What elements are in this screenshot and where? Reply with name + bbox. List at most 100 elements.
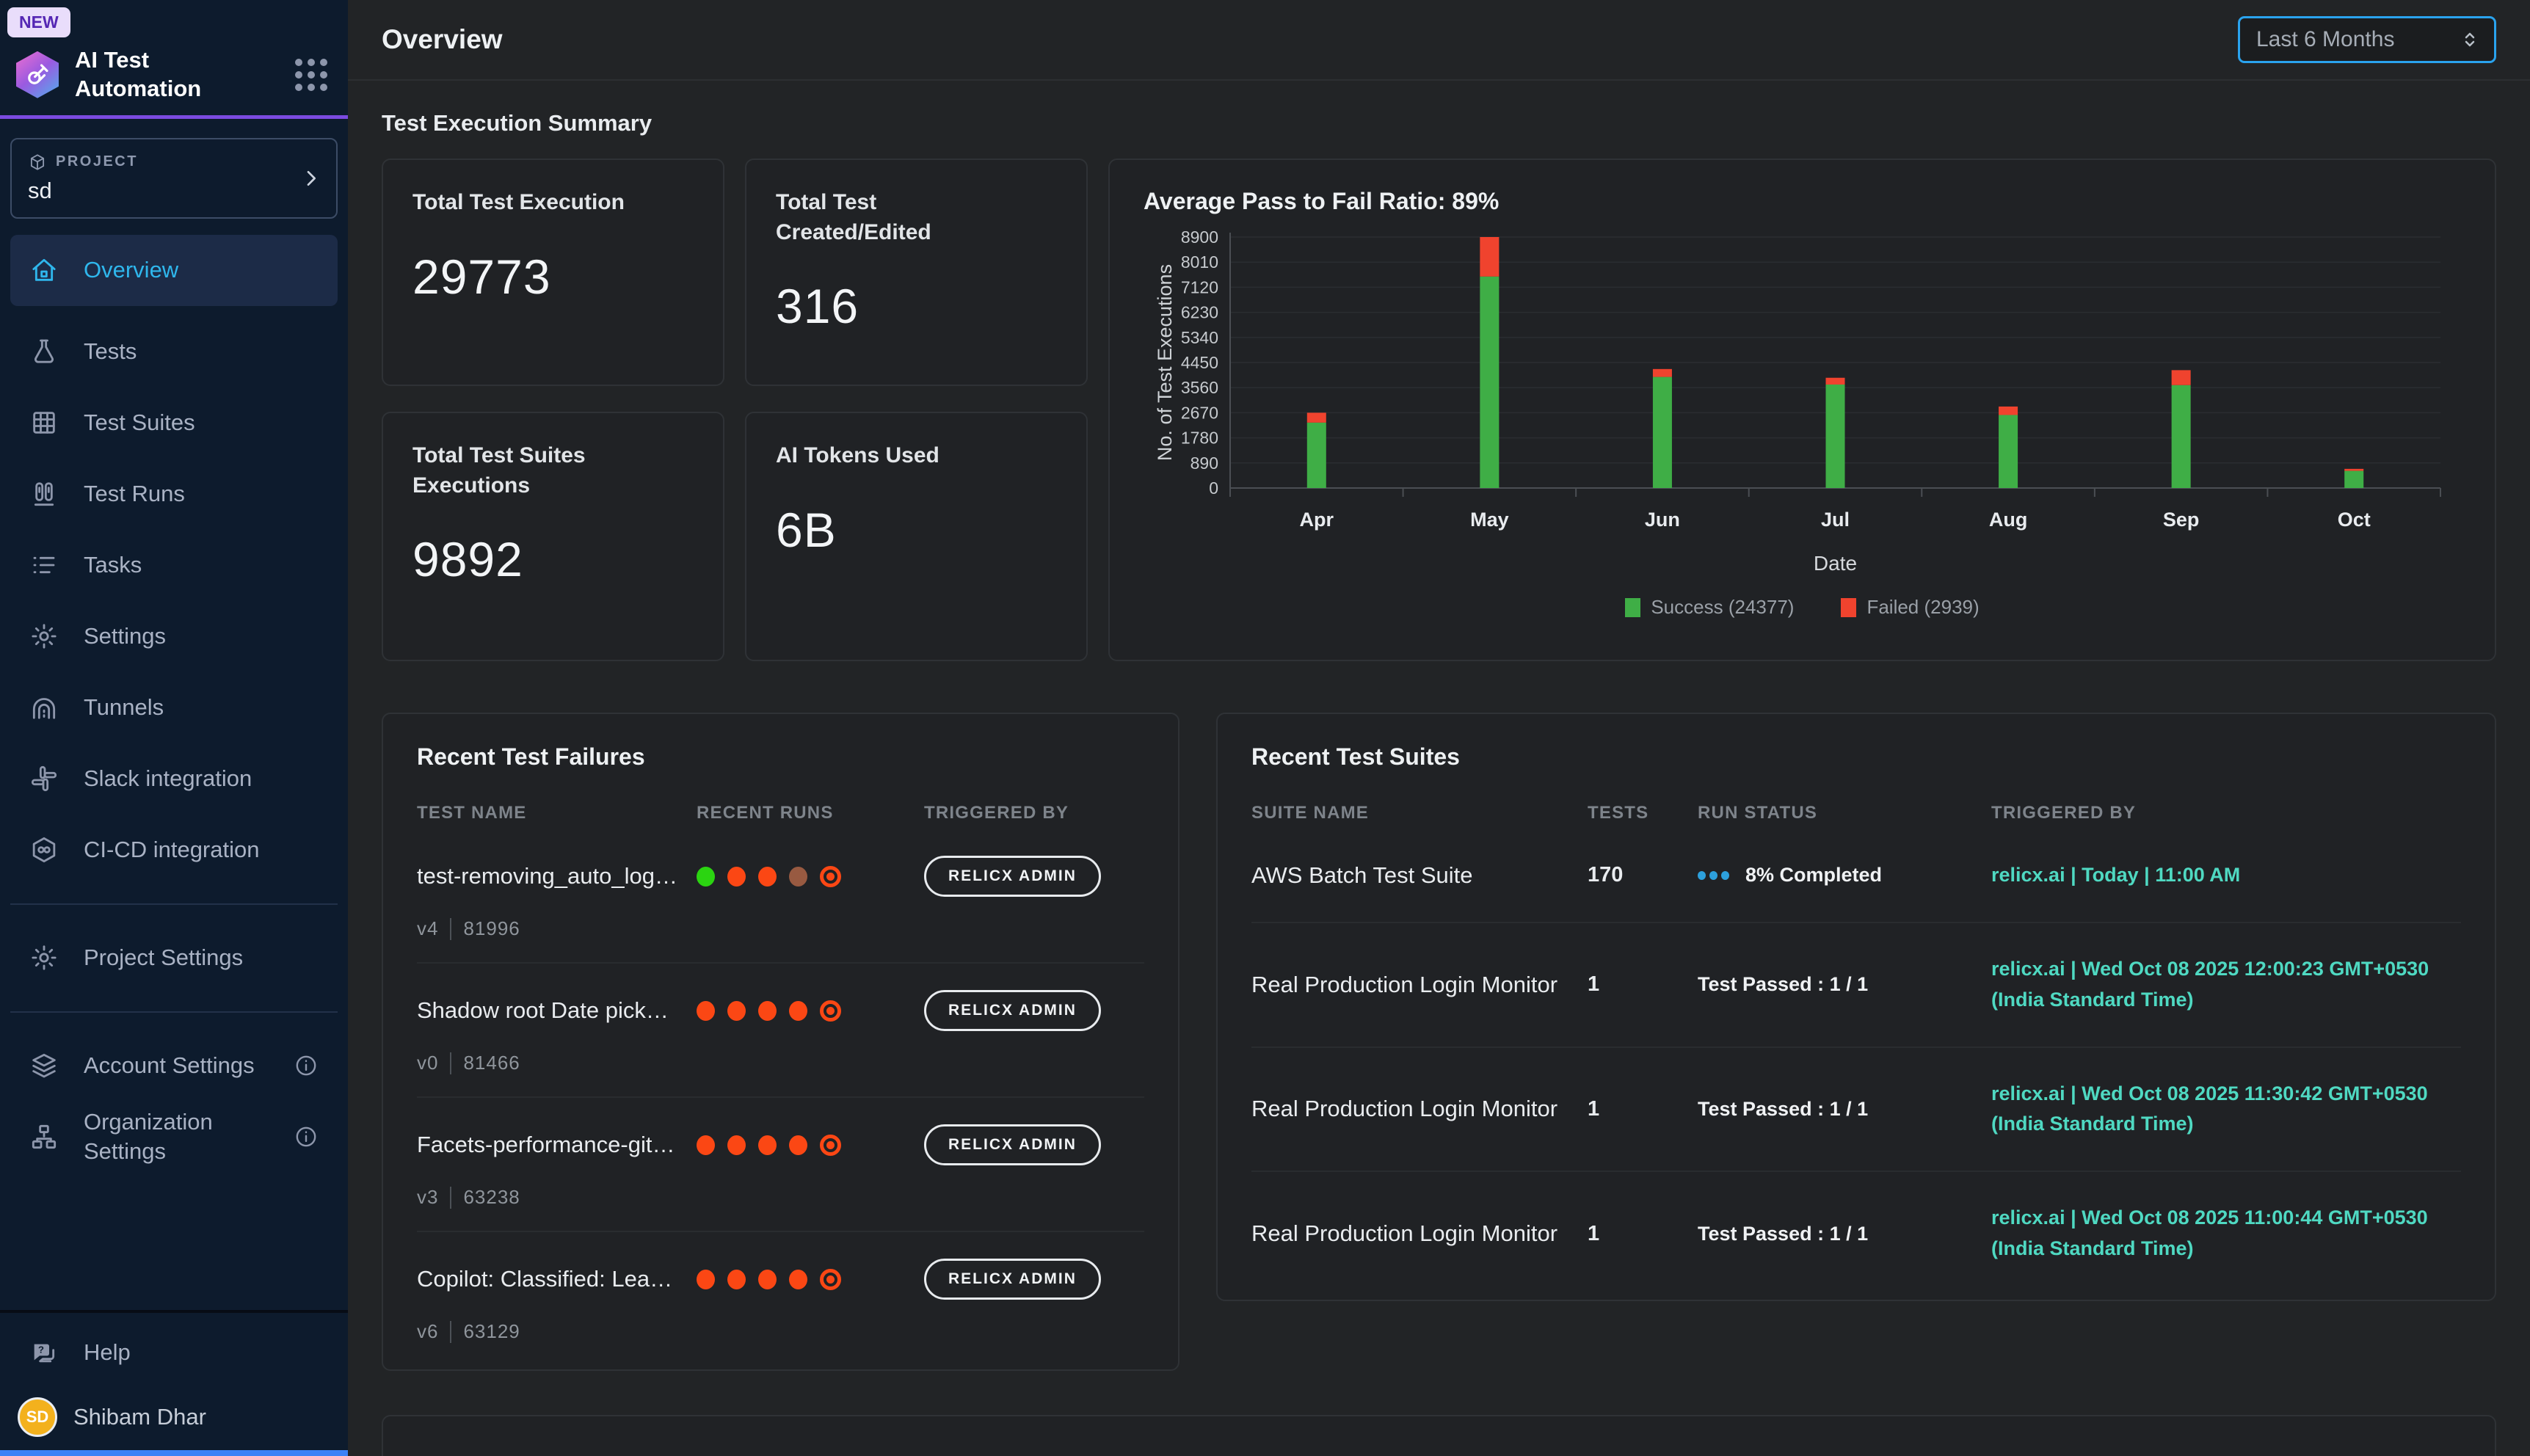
info-icon[interactable] [294, 1124, 319, 1149]
test-name[interactable]: Copilot: Classified: Leave... [417, 1266, 697, 1292]
stat-value: 6B [776, 502, 1057, 558]
run-dot-failed-icon[interactable] [697, 1135, 715, 1155]
run-dot-failed-icon[interactable] [758, 1135, 777, 1155]
sidebar-divider [10, 903, 338, 905]
test-version: v6 [417, 1320, 438, 1343]
apps-grid-icon[interactable] [295, 59, 327, 91]
run-dot-failed-icon[interactable] [727, 867, 746, 887]
suites-header: SUITE NAME TESTS RUN STATUS TRIGGERED BY [1251, 803, 2461, 829]
suite-name[interactable]: AWS Batch Test Suite [1251, 862, 1588, 889]
sidebar-item-label: Account Settings [84, 1051, 255, 1080]
sidebar-item-organization-settings[interactable]: Organization Settings [10, 1102, 338, 1173]
sidebar-item-label: Overview [84, 255, 178, 285]
app-title: AI Test Automation [75, 46, 222, 103]
project-selector[interactable]: PROJECT sd [10, 138, 338, 219]
cicd-icon [29, 835, 59, 864]
failures-title: Recent Test Failures [417, 743, 1144, 771]
info-icon[interactable] [294, 1053, 319, 1078]
run-dot-failed-icon[interactable] [727, 1001, 746, 1021]
latest-run-indicator-icon[interactable] [820, 1135, 841, 1156]
suite-triggered-by[interactable]: relicx.ai | Wed Oct 08 2025 11:00:44 GMT… [1991, 1203, 2461, 1264]
suite-name[interactable]: Real Production Login Monitor [1251, 972, 1588, 998]
stat-label: Total Test Execution [412, 188, 662, 218]
pass-fail-chart[interactable]: 0890178026703560445053406230712080108900… [1144, 225, 2461, 596]
run-dot-failed-icon[interactable] [697, 1001, 715, 1021]
run-dot-failed-icon[interactable] [758, 1001, 777, 1021]
time-range-select[interactable]: Last 6 Months [2238, 16, 2496, 63]
run-dot-failed-icon[interactable] [697, 1270, 715, 1289]
chevron-right-icon [299, 167, 323, 190]
triggered-by-badge[interactable]: RELICX ADMIN [924, 1124, 1101, 1165]
sidebar-item-overview[interactable]: Overview [10, 235, 338, 306]
test-version: v0 [417, 1052, 438, 1074]
sidebar-item-label: Test Suites [84, 408, 195, 437]
col-suite-name: SUITE NAME [1251, 803, 1588, 823]
sidebar-item-ci-cd-integration[interactable]: CI-CD integration [10, 815, 338, 886]
user-profile[interactable]: SD Shibam Dhar [0, 1388, 348, 1456]
run-dot-failed-icon[interactable] [758, 1270, 777, 1289]
sidebar-item-test-suites[interactable]: Test Suites [10, 387, 338, 459]
chart-legend: Success (24377) Failed (2939) [1144, 596, 2461, 619]
stat-value: 29773 [412, 249, 694, 305]
svg-text:5340: 5340 [1181, 328, 1218, 347]
triggered-by-badge[interactable]: RELICX ADMIN [924, 990, 1101, 1031]
recent-runs [697, 866, 924, 887]
app-logo-icon [16, 51, 59, 98]
sidebar-item-test-runs[interactable]: Test Runs [10, 459, 338, 530]
legend-swatch-icon [1625, 598, 1640, 617]
latest-run-indicator-icon[interactable] [820, 1269, 841, 1290]
run-dot-stale-icon[interactable] [789, 867, 807, 887]
app-screen: NEW AI Test Automation PROJECT sd [0, 0, 2530, 1456]
run-dot-failed-icon[interactable] [789, 1135, 807, 1155]
bottom-highlight-strip [0, 1450, 348, 1456]
sidebar-item-account-settings[interactable]: Account Settings [10, 1030, 338, 1102]
legend-success[interactable]: Success (24377) [1625, 596, 1794, 619]
test-name[interactable]: test-removing_auto_login... [417, 863, 697, 889]
sidebar-item-help[interactable]: ? Help [10, 1317, 338, 1388]
test-name[interactable]: Facets-performance-gitla... [417, 1132, 697, 1158]
failures-header: TEST NAME RECENT RUNS TRIGGERED BY [417, 803, 1144, 829]
pass-fail-chart-card: Average Pass to Fail Ratio: 89% 08901780… [1108, 159, 2496, 661]
sidebar-item-slack-integration[interactable]: Slack integration [10, 743, 338, 815]
col-recent-runs: RECENT RUNS [697, 803, 924, 823]
sidebar-divider [10, 1011, 338, 1013]
col-triggered-by: TRIGGERED BY [1991, 803, 2461, 823]
svg-text:8900: 8900 [1181, 228, 1218, 247]
suite-triggered-by[interactable]: relicx.ai | Today | 11:00 AM [1991, 860, 2461, 891]
suite-tests-count: 1 [1588, 1097, 1698, 1121]
test-run-id: 81466 [463, 1052, 520, 1074]
run-status: Test Passed : 1 / 1 [1698, 1098, 1991, 1121]
suite-name[interactable]: Real Production Login Monitor [1251, 1220, 1588, 1247]
suite-row: AWS Batch Test Suite 170 8% Completed re… [1251, 829, 2461, 923]
svg-text:May: May [1470, 509, 1509, 531]
col-run-status: RUN STATUS [1698, 803, 1991, 823]
avatar: SD [18, 1397, 57, 1437]
test-name[interactable]: Shadow root Date picker ... [417, 997, 697, 1024]
run-dot-failed-icon[interactable] [758, 867, 777, 887]
legend-swatch-icon [1841, 598, 1856, 617]
suite-triggered-by[interactable]: relicx.ai | Wed Oct 08 2025 12:00:23 GMT… [1991, 954, 2461, 1016]
sidebar-item-settings[interactable]: Settings [10, 601, 338, 672]
suite-name[interactable]: Real Production Login Monitor [1251, 1096, 1588, 1122]
run-dot-failed-icon[interactable] [727, 1270, 746, 1289]
svg-text:8010: 8010 [1181, 252, 1218, 272]
run-dot-failed-icon[interactable] [727, 1135, 746, 1155]
suite-triggered-by[interactable]: relicx.ai | Wed Oct 08 2025 11:30:42 GMT… [1991, 1079, 2461, 1140]
latest-run-indicator-icon[interactable] [820, 1000, 841, 1022]
sidebar-item-tunnels[interactable]: Tunnels [10, 672, 338, 743]
org-icon [29, 1122, 59, 1151]
sidebar-item-tasks[interactable]: Tasks [10, 530, 338, 601]
legend-failed[interactable]: Failed (2939) [1841, 596, 1979, 619]
run-dot-failed-icon[interactable] [789, 1001, 807, 1021]
latest-run-indicator-icon[interactable] [820, 866, 841, 887]
failure-row: test-removing_auto_login... RELICX ADMIN… [417, 829, 1144, 964]
triggered-by-badge[interactable]: RELICX ADMIN [924, 856, 1101, 897]
stat-label: AI Tokens Used [776, 441, 1025, 471]
run-dot-failed-icon[interactable] [789, 1270, 807, 1289]
stat-label: Total Test Suites Executions [412, 441, 662, 500]
run-dot-success-icon[interactable] [697, 867, 715, 887]
sidebar-item-project-settings[interactable]: Project Settings [10, 922, 338, 994]
sidebar-item-tests[interactable]: Tests [10, 316, 338, 387]
documentation-card: Harness AI Test Automation Documentation… [382, 1415, 2496, 1456]
triggered-by-badge[interactable]: RELICX ADMIN [924, 1259, 1101, 1300]
